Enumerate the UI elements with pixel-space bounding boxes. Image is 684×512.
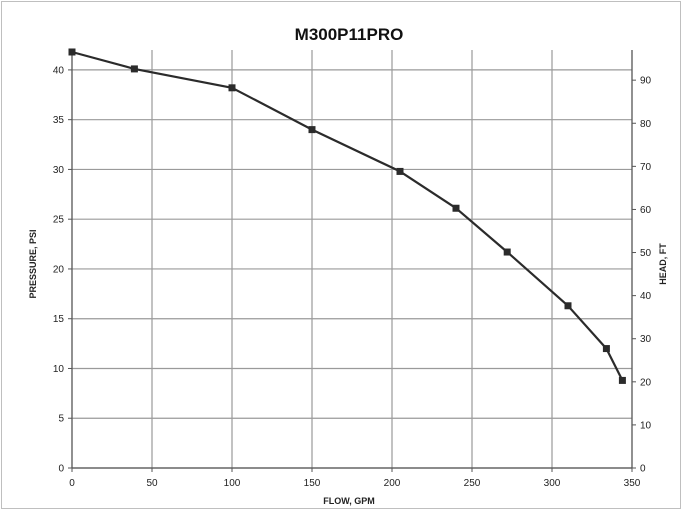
- data-point: [564, 302, 572, 310]
- y2-tick-label: 10: [640, 420, 652, 431]
- y-tick-label: 5: [58, 414, 64, 425]
- x-tick-label: 250: [464, 478, 481, 489]
- y-axis-title: PRESSURE, PSI: [28, 229, 38, 298]
- y2-axis-title: HEAD, FT: [658, 243, 668, 285]
- data-point: [452, 204, 460, 212]
- y2-tick-label: 70: [640, 162, 652, 173]
- data-point: [503, 248, 511, 256]
- y-axis-ticks: 0 5 10 15 20 25 30 35 40: [53, 65, 72, 475]
- chart-title: M300P11PRO: [295, 25, 404, 44]
- x-tick-label: 150: [304, 478, 321, 489]
- x-tick-label: 0: [69, 478, 75, 489]
- y2-axis-ticks: 0 10 20 30 40 50 60 70 80 90: [632, 76, 652, 475]
- grid-lines: [71, 50, 633, 469]
- y2-tick-label: 0: [640, 464, 646, 475]
- data-point: [130, 65, 138, 73]
- y2-tick-label: 80: [640, 119, 652, 130]
- data-point: [228, 84, 236, 92]
- y2-tick-label: 90: [640, 76, 652, 87]
- y-tick-label: 30: [53, 165, 65, 176]
- x-tick-label: 50: [146, 478, 158, 489]
- y-tick-label: 40: [53, 65, 65, 76]
- x-tick-label: 100: [224, 478, 241, 489]
- series: [68, 48, 626, 384]
- y-tick-label: 20: [53, 264, 65, 275]
- x-tick-label: 350: [624, 478, 641, 489]
- x-tick-label: 200: [384, 478, 401, 489]
- data-point: [602, 345, 610, 353]
- y-tick-label: 0: [58, 464, 64, 475]
- x-tick-label: 300: [544, 478, 561, 489]
- y2-tick-label: 40: [640, 291, 652, 302]
- x-axis-ticks: 0 50 100 150 200 250 300 350: [69, 468, 641, 489]
- data-point: [68, 48, 76, 56]
- y2-tick-label: 50: [640, 248, 652, 259]
- y2-tick-label: 30: [640, 334, 652, 345]
- y2-tick-label: 60: [640, 205, 652, 216]
- data-point: [308, 126, 316, 134]
- data-point: [618, 376, 626, 384]
- y-tick-label: 25: [53, 215, 65, 226]
- y-tick-label: 15: [53, 314, 65, 325]
- axes: [71, 50, 633, 469]
- x-axis-title: FLOW, GPM: [323, 496, 375, 506]
- y-tick-label: 35: [53, 115, 65, 126]
- series-line: [71, 50, 624, 381]
- y2-tick-label: 20: [640, 377, 652, 388]
- y-tick-label: 10: [53, 364, 65, 375]
- data-point: [396, 167, 404, 175]
